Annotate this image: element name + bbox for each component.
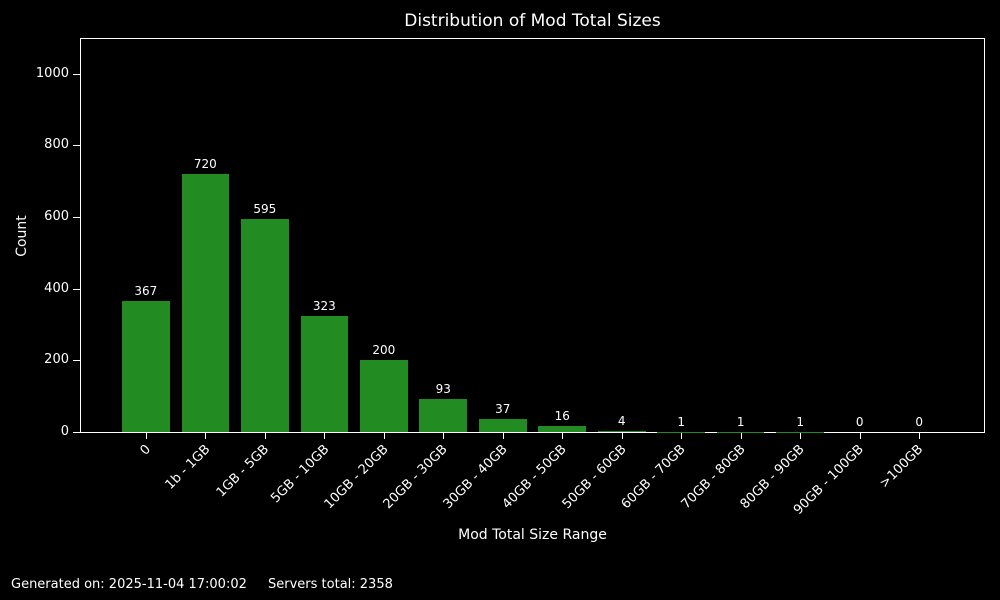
x-tick — [383, 433, 385, 439]
x-tick — [324, 433, 326, 439]
x-tick-label-text: 0 — [136, 442, 154, 459]
y-tick — [73, 217, 80, 219]
bar-value-label: 1 — [796, 414, 804, 429]
x-axis-label: Mod Total Size Range — [458, 527, 607, 543]
y-tick — [73, 288, 80, 290]
x-tick — [145, 433, 147, 439]
bar — [597, 430, 646, 432]
bar-value-label: 595 — [253, 201, 277, 216]
bar-value-label: 4 — [617, 413, 626, 428]
bar — [241, 218, 289, 432]
servers-total: Servers total: 2358 — [268, 577, 393, 592]
plot-area: 367 0 720 1b - 1GB 595 1GB - 5GB 323 5GB - 10GB… — [36, 38, 985, 518]
y-tick-label: 200 — [44, 352, 69, 368]
bar-value-label: 1 — [736, 414, 745, 429]
bar-value-label: 0 — [915, 415, 923, 429]
x-tick — [443, 433, 445, 439]
bar — [181, 174, 230, 432]
x-tick — [264, 433, 266, 439]
bar — [300, 316, 349, 432]
bar-value-label: 367 — [134, 283, 158, 298]
y-tick-label: 800 — [44, 137, 69, 153]
bar — [359, 360, 408, 432]
x-tick-label-text: 1b - 1GB — [162, 442, 213, 493]
bar-value-label: 720 — [193, 157, 217, 172]
bar — [122, 300, 170, 432]
bar — [538, 426, 587, 432]
bar-value-label: 200 — [372, 343, 396, 358]
x-tick — [740, 433, 742, 439]
x-tick — [502, 433, 504, 439]
x-tick-label-text: >100GB — [877, 442, 927, 492]
y-tick — [73, 360, 80, 362]
bar-value-label: 37 — [495, 401, 511, 416]
y-tick-label: 400 — [44, 280, 69, 296]
x-tick — [681, 433, 683, 439]
x-tick — [621, 433, 623, 439]
bar-value-label: 1 — [677, 414, 686, 429]
x-tick — [562, 433, 564, 439]
bar-value-label: 16 — [554, 409, 570, 424]
y-tick-label: 600 — [44, 209, 69, 225]
y-tick-label: 0 — [60, 424, 69, 439]
bar-value-label: 0 — [855, 415, 864, 429]
x-tick-label-text: 5GB - 10GB — [267, 442, 332, 507]
y-tick — [73, 73, 80, 75]
y-tick — [73, 145, 80, 147]
chart-title: Distribution of Mod Total Sizes — [404, 11, 661, 31]
x-tick — [859, 433, 861, 439]
y-tick-label: 1000 — [35, 65, 69, 81]
x-tick — [800, 433, 802, 439]
bar — [478, 418, 527, 432]
y-tick — [73, 432, 80, 433]
x-tick — [205, 433, 207, 439]
footer: Generated on: 2025-11-04 17:00:02 Server… — [11, 577, 393, 592]
x-tick-label-text: 1GB - 5GB — [214, 442, 273, 501]
bar — [419, 398, 468, 432]
bar-value-label: 323 — [312, 299, 336, 314]
bar-value-label: 93 — [435, 381, 451, 396]
x-tick — [919, 433, 921, 439]
generated-timestamp: Generated on: 2025-11-04 17:00:02 — [11, 577, 247, 592]
